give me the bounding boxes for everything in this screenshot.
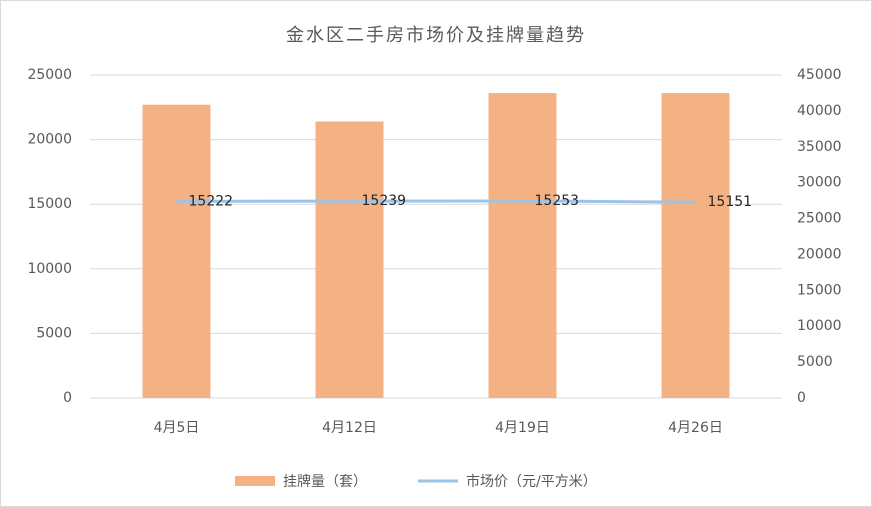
data-label: 15239 <box>362 193 407 209</box>
bar <box>661 93 730 398</box>
x-tick-label: 4月26日 <box>668 420 723 436</box>
y-tick-label: 0 <box>63 390 72 406</box>
y2-tick-label: 25000 <box>797 211 842 227</box>
bar <box>315 121 384 399</box>
y2-tick-label: 10000 <box>797 318 842 334</box>
y-tick-label: 5000 <box>36 325 72 341</box>
legend-label: 市场价（元/平方米） <box>466 473 597 490</box>
legend-swatch <box>235 476 275 486</box>
y2-tick-label: 15000 <box>797 282 842 298</box>
x-tick-label: 4月5日 <box>154 420 200 436</box>
y2-tick-label: 30000 <box>797 175 842 191</box>
y-tick-label: 20000 <box>27 132 72 148</box>
y2-tick-label: 35000 <box>797 139 842 155</box>
y2-tick-label: 40000 <box>797 103 842 119</box>
x-tick-label: 4月19日 <box>495 420 550 436</box>
y2-tick-label: 5000 <box>797 354 833 370</box>
y2-tick-label: 45000 <box>797 67 842 83</box>
data-label: 15222 <box>189 193 234 209</box>
y2-tick-label: 20000 <box>797 246 842 262</box>
data-label: 15151 <box>708 194 753 210</box>
y2-tick-label: 0 <box>797 390 806 406</box>
y-tick-label: 25000 <box>27 67 72 83</box>
data-label: 15253 <box>535 193 580 209</box>
y-tick-label: 15000 <box>27 196 72 212</box>
legend-label: 挂牌量（套） <box>283 473 367 490</box>
x-tick-label: 4月12日 <box>322 420 377 436</box>
y-tick-label: 10000 <box>27 261 72 277</box>
line <box>176 199 696 204</box>
chart-title: 金水区二手房市场价及挂牌量趋势 <box>286 25 586 46</box>
bar <box>488 93 557 398</box>
bar <box>142 104 211 398</box>
